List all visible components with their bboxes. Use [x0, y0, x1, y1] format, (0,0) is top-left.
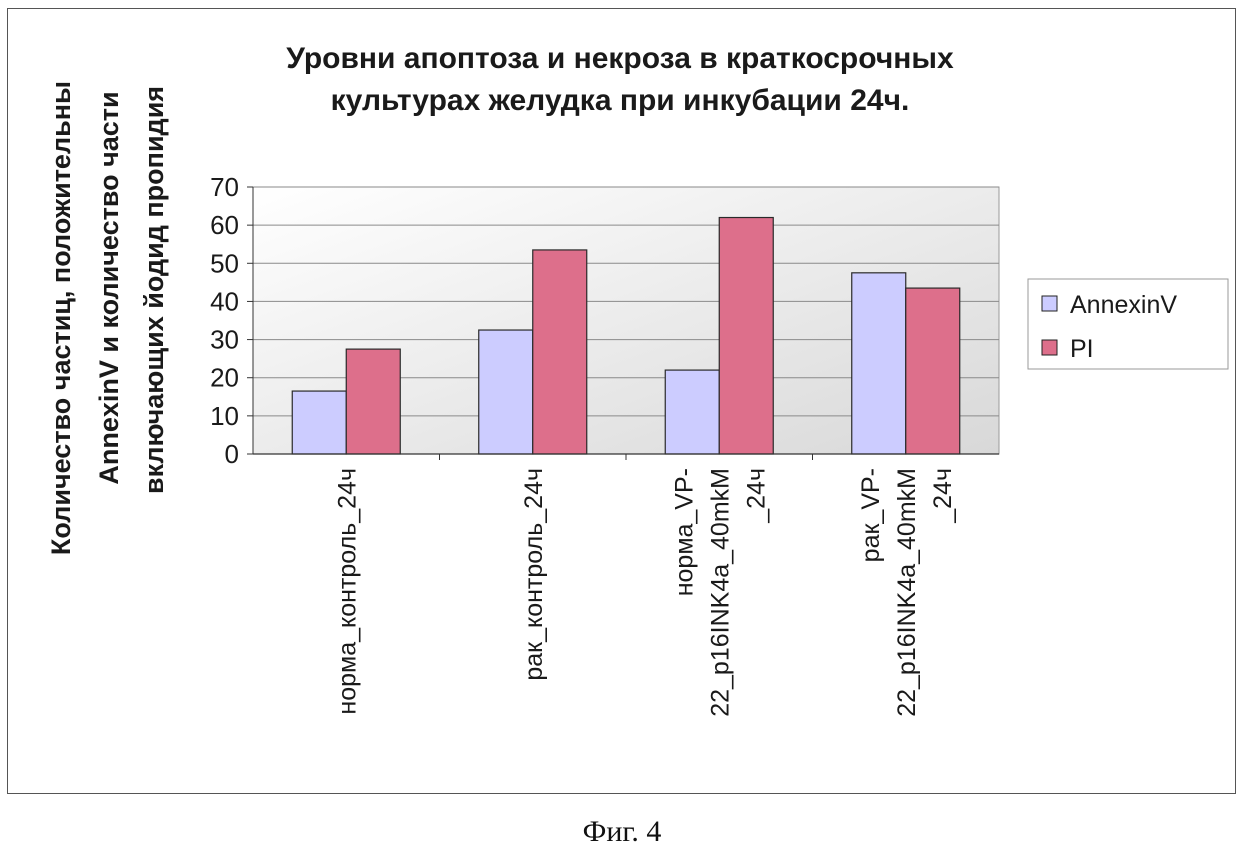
y-axis-ticks: 0 10 20 30 40 50 60 70	[210, 172, 253, 469]
legend: AnnexinV PI	[1028, 279, 1228, 369]
y-tick-label: 10	[210, 401, 239, 431]
x-axis-labels: норма_контроль_24ч рак_контроль_24ч норма_…	[333, 454, 957, 717]
figure-caption: Фиг. 4	[0, 815, 1244, 849]
y-tick-label: 20	[210, 363, 239, 393]
x-tick-label: норма_VP-	[670, 468, 698, 596]
bar-annexinv-2	[479, 330, 533, 454]
y-axis-title: Количество частиц, положительны AnnexinV…	[46, 81, 169, 555]
y-axis-title-line-2: AnnexinV и количество части	[94, 91, 124, 484]
chart-title-line-2: культурах желудка при инкубации 24ч.	[331, 84, 910, 117]
x-tick-label: норма_контроль_24ч	[333, 468, 361, 715]
legend-label-annexinv: AnnexinV	[1070, 291, 1177, 319]
x-tick-label: рак_контроль_24ч	[520, 468, 548, 681]
bar-pi-1	[346, 349, 400, 454]
y-tick-label: 0	[225, 439, 239, 469]
bar-pi-4	[906, 288, 960, 454]
x-tick-label: _24ч	[929, 468, 957, 524]
x-tick-label: 22_p16INK4a_40mkM	[893, 468, 921, 717]
y-axis-title-line-3: включающих йодид пропидия	[139, 86, 169, 494]
chart-title: Уровни апоптоза и некроза в краткосрочны…	[286, 42, 954, 117]
bar-pi-2	[533, 250, 587, 454]
bar-annexinv-3	[665, 370, 719, 454]
bar-annexinv-1	[292, 391, 346, 454]
legend-swatch-annexinv	[1042, 296, 1057, 311]
bar-pi-3	[719, 218, 773, 454]
x-tick-label: 22_p16INK4a_40mkM	[706, 468, 734, 717]
x-tick-label: рак_VP-	[857, 468, 885, 562]
legend-label-pi: PI	[1070, 335, 1094, 363]
y-tick-label: 60	[210, 210, 239, 240]
y-axis-title-line-1: Количество частиц, положительны	[46, 81, 76, 555]
chart-title-line-1: Уровни апоптоза и некроза в краткосрочны…	[286, 42, 954, 75]
x-tick-label: _24ч	[742, 468, 770, 524]
legend-swatch-pi	[1042, 340, 1057, 355]
y-tick-label: 30	[210, 325, 239, 355]
y-tick-label: 50	[210, 248, 239, 278]
bar-annexinv-4	[852, 273, 906, 454]
y-tick-label: 70	[210, 172, 239, 202]
y-tick-label: 40	[210, 286, 239, 316]
